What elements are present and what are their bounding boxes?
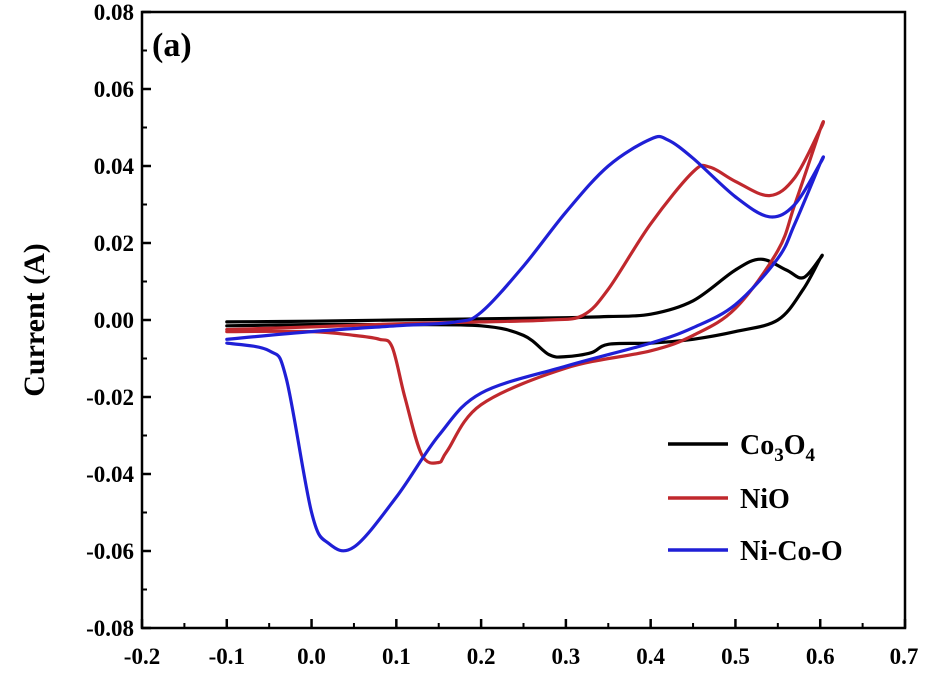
y-tick-label: 0.04 <box>94 154 135 179</box>
y-axis-ticks: 0.08 0.06 0.04 0.02 0.00 -0.02 -0.04 -0.06 -0.08 <box>86 0 151 641</box>
x-tick-label: 0.3 <box>552 644 581 669</box>
ni-co-o-trace <box>225 134 826 553</box>
legend-label-ni-co-o: Ni-Co-O <box>740 536 843 567</box>
x-tick-label: 0.4 <box>636 644 665 669</box>
x-tick-label: 0.1 <box>382 644 411 669</box>
data-traces <box>225 120 826 553</box>
x-tick-label: 0.6 <box>806 644 835 669</box>
y-tick-label: -0.06 <box>86 539 134 564</box>
x-tick-label: -0.2 <box>124 644 160 669</box>
x-tick-label: -0.1 <box>209 644 245 669</box>
panel-label: (a) <box>152 27 192 64</box>
y-tick-label: -0.02 <box>86 385 134 410</box>
legend: Co3O4 NiO Ni-Co-O <box>668 430 843 567</box>
y-tick-label: 0.02 <box>94 231 134 256</box>
legend-label-co3o4: Co3O4 <box>740 430 816 466</box>
y-axis-label: Current (A) <box>18 243 51 397</box>
x-axis-ticks: -0.2 -0.1 0.0 0.1 0.2 0.3 0.4 0.5 0.6 0.7 <box>124 619 919 669</box>
y-tick-label: 0.08 <box>94 0 134 25</box>
y-tick-label: -0.08 <box>86 616 134 641</box>
x-tick-label: 0.5 <box>721 644 750 669</box>
x-tick-label: 0.7 <box>890 644 919 669</box>
y-tick-label: 0.06 <box>94 77 134 102</box>
legend-label-nio: NiO <box>740 484 790 515</box>
y-tick-label: 0.00 <box>94 308 134 333</box>
y-tick-label: -0.04 <box>86 462 134 487</box>
co3o4-trace <box>225 253 824 359</box>
x-tick-label: 0.2 <box>467 644 496 669</box>
x-tick-label: 0.0 <box>297 644 326 669</box>
